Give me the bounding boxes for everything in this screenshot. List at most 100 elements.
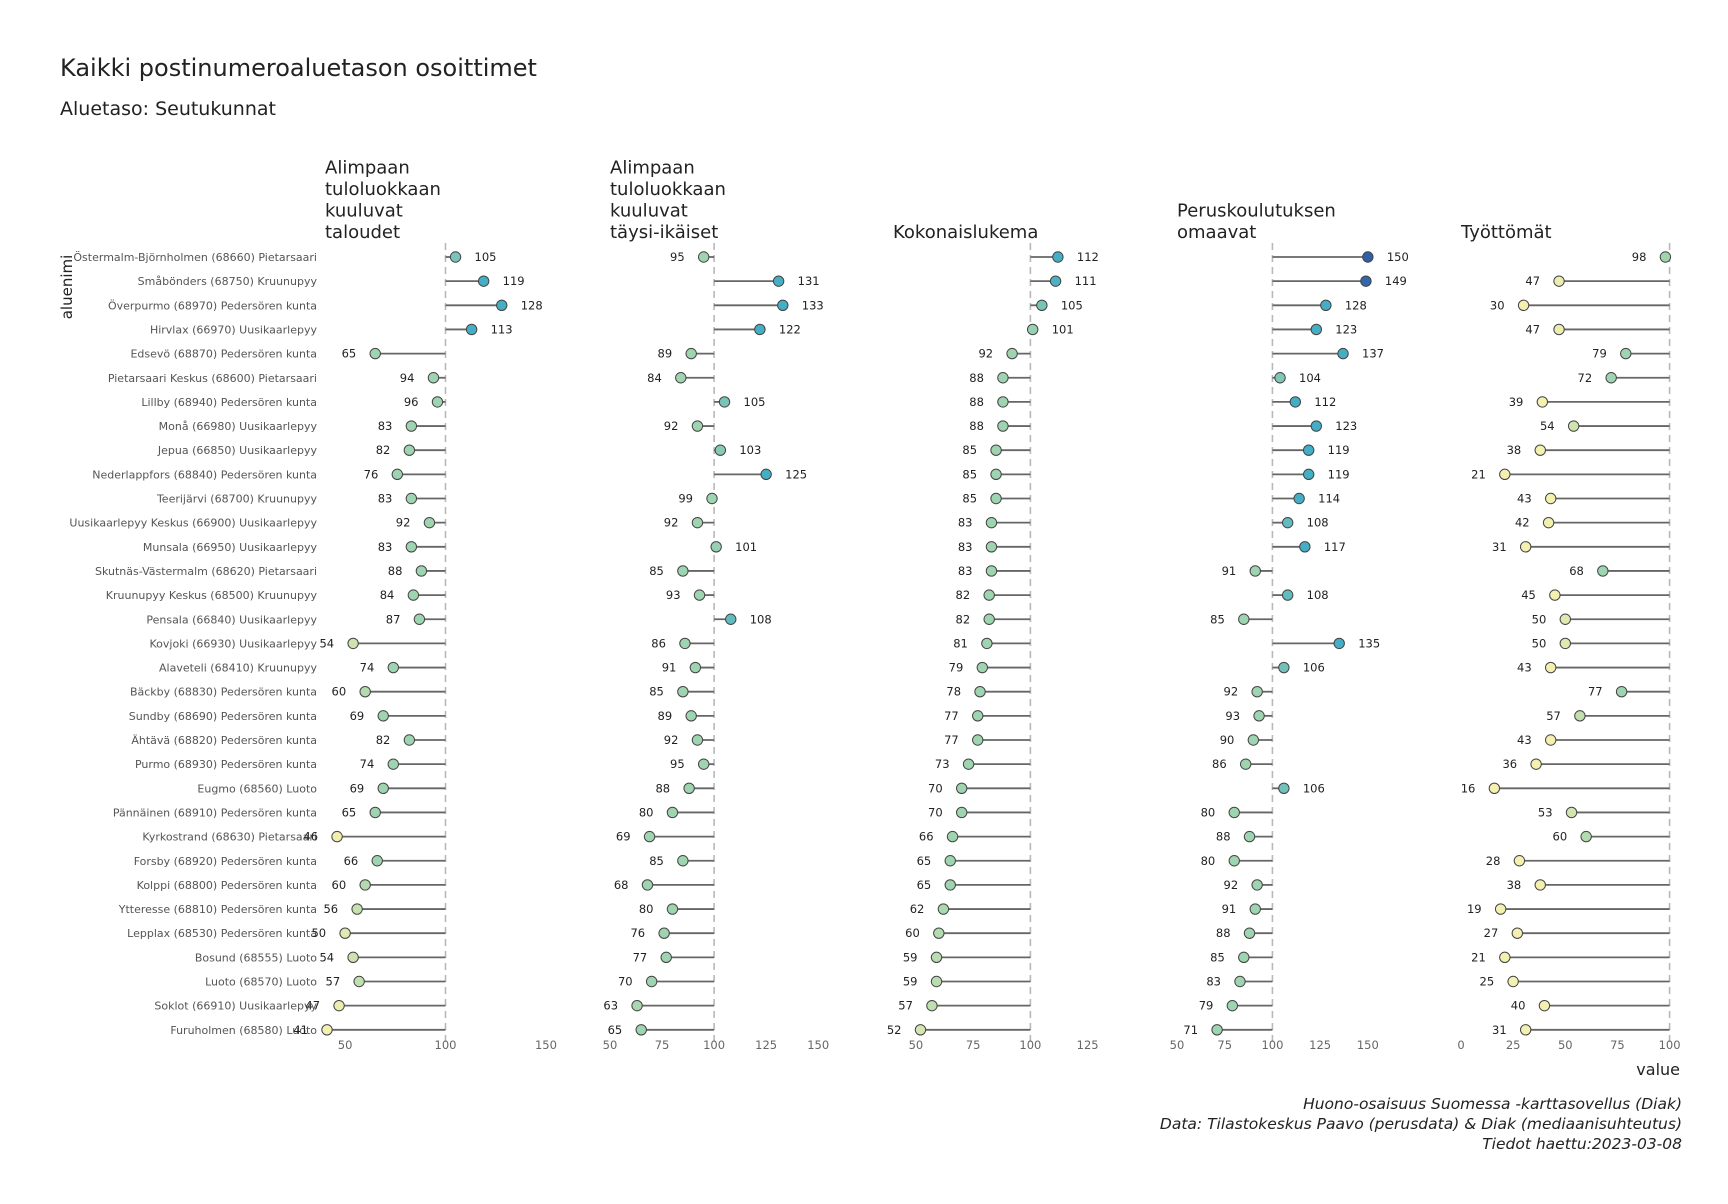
value-label: 36: [1502, 757, 1517, 771]
category-label: Bäckby (68830) Pedersören kunta: [130, 686, 317, 699]
lollipop-point: [415, 565, 428, 577]
lollipop-point: [1499, 951, 1511, 964]
value-label: 38: [1507, 878, 1522, 892]
value-label: 93: [666, 588, 681, 602]
value-label: 43: [1517, 492, 1532, 506]
lollipop-point: [1238, 613, 1250, 625]
value-label: 65: [917, 878, 932, 892]
lollipop-point: [956, 782, 968, 794]
value-label: 125: [785, 467, 807, 481]
tick-label: 0: [1457, 1038, 1464, 1052]
value-label: 88: [969, 419, 984, 433]
lollipop-point: [1519, 541, 1532, 553]
lollipop-point: [1302, 468, 1315, 481]
lollipop-point: [710, 541, 722, 553]
lollipop-point: [706, 492, 718, 505]
value-label: 99: [678, 492, 693, 506]
lollipop-point: [981, 637, 993, 650]
value-label: 90: [1220, 733, 1235, 747]
lollipop-point: [1615, 686, 1628, 698]
lollipop-point: [1234, 975, 1246, 988]
lollipop-point: [1281, 589, 1294, 601]
lollipop-point: [1530, 758, 1542, 770]
value-label: 78: [946, 685, 961, 699]
value-label: 131: [798, 274, 820, 288]
lollipop-point: [675, 372, 687, 384]
value-label: 80: [1201, 854, 1216, 868]
value-label: 85: [649, 564, 664, 578]
lollipop-point: [1274, 372, 1286, 384]
lollipop-point: [946, 830, 959, 843]
value-label: 57: [1546, 709, 1561, 723]
lollipop-point: [331, 830, 343, 843]
lollipop-point: [403, 734, 416, 746]
lollipop-point: [413, 613, 426, 625]
tick-label: 100: [1261, 1038, 1283, 1052]
caption-line-app: Huono-osaisuus Suomessa -karttasovellus …: [1303, 1095, 1682, 1113]
lollipop-point: [405, 420, 418, 432]
value-label: 91: [662, 661, 677, 675]
lollipop-point: [990, 444, 1002, 456]
lollipop-point: [369, 347, 381, 360]
caption-line-data: Data: Tilastokeskus Paavo (perusdata) & …: [1159, 1115, 1682, 1133]
value-label: 54: [319, 950, 334, 964]
value-label: 79: [1199, 999, 1214, 1013]
value-label: 123: [1335, 419, 1357, 433]
value-label: 88: [388, 564, 403, 578]
lollipop-point: [351, 903, 363, 915]
value-label: 83: [1206, 975, 1221, 989]
panel-title: omaavat: [1177, 222, 1256, 243]
value-label: 65: [342, 347, 357, 361]
lollipop-point: [1488, 782, 1501, 794]
x-axis-label: value: [1636, 1060, 1680, 1079]
lollipop-point: [1293, 492, 1305, 505]
lollipop-point: [391, 468, 403, 481]
value-label: 39: [1509, 395, 1524, 409]
value-label: 43: [1517, 733, 1532, 747]
lollipop-point: [997, 372, 1009, 384]
lollipop-point: [347, 951, 359, 964]
tick-label: 50: [603, 1038, 618, 1052]
lollipop-point: [465, 323, 478, 336]
value-label: 40: [1511, 999, 1526, 1013]
lollipop-point: [477, 275, 490, 287]
value-label: 74: [360, 757, 375, 771]
lollipop-point: [677, 686, 689, 698]
lollipop-point: [1036, 299, 1048, 311]
value-label: 135: [1358, 636, 1380, 650]
value-label: 47: [1525, 322, 1540, 336]
lollipop-point: [1228, 806, 1240, 819]
value-label: 101: [735, 540, 757, 554]
value-label: 52: [887, 1023, 902, 1037]
lollipop-point: [1302, 444, 1315, 456]
lollipop-point: [1278, 782, 1290, 794]
chart-subtitle: Aluetaso: Seutukunnat: [60, 98, 276, 120]
category-label: Kyrkostrand (68630) Pietarsaari: [142, 831, 317, 844]
panel-title: Alimpaan: [610, 158, 695, 179]
value-label: 43: [1517, 661, 1532, 675]
value-label: 92: [1224, 685, 1239, 699]
value-label: 119: [503, 274, 525, 288]
tick-label: 50: [1558, 1038, 1573, 1052]
value-label: 69: [350, 709, 365, 723]
lollipop-point: [677, 855, 689, 867]
panel-title: Työttömät: [1460, 222, 1552, 243]
lollipop-point: [347, 637, 359, 650]
lollipop-point: [930, 975, 943, 988]
lollipop-point: [930, 951, 943, 964]
value-label: 57: [326, 975, 341, 989]
value-label: 19: [1467, 902, 1482, 916]
value-label: 68: [614, 878, 629, 892]
value-label: 106: [1303, 781, 1325, 795]
value-label: 83: [958, 540, 973, 554]
category-label: Kruunupyy Keskus (68500) Kruunupyy: [106, 589, 318, 602]
lollipop-point: [333, 999, 345, 1012]
value-label: 30: [1490, 298, 1505, 312]
value-label: 92: [1224, 878, 1239, 892]
lollipop-point: [1243, 927, 1256, 939]
lollipop-point: [1243, 830, 1256, 843]
lollipop-point: [1281, 516, 1294, 529]
value-label: 60: [1553, 830, 1568, 844]
value-label: 68: [1569, 564, 1584, 578]
value-label: 77: [944, 733, 959, 747]
